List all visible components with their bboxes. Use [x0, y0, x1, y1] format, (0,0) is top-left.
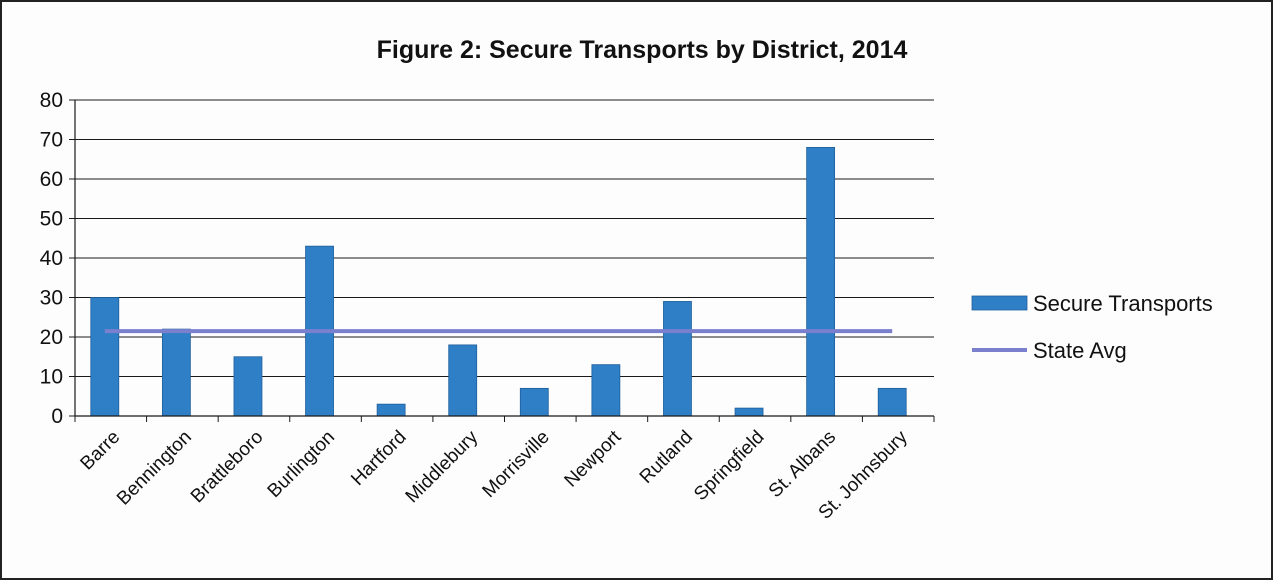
x-tick-label: St. Albans — [765, 427, 840, 502]
bar-rutland — [663, 301, 692, 417]
y-tick-label: 50 — [40, 208, 63, 231]
x-tick-label: Middlebury — [402, 426, 483, 507]
y-tick-label: 70 — [40, 129, 63, 152]
bar-morrisville — [519, 387, 549, 417]
y-tick-label: 0 — [51, 405, 63, 428]
bar-brattleboro — [233, 356, 263, 417]
bar-series — [90, 146, 907, 417]
x-tick-label: Burlington — [264, 427, 339, 502]
bar-st-albans — [806, 146, 836, 417]
y-tick-label: 60 — [40, 168, 63, 191]
bar-hartford — [376, 403, 406, 417]
axes — [69, 99, 935, 422]
legend-label-secure-transports: Secure Transports — [1033, 291, 1213, 316]
x-tick-label: Newport — [561, 426, 626, 491]
legend-swatch-secure-transports — [971, 295, 1028, 311]
x-tick-label: Brattleboro — [187, 427, 268, 508]
y-tick-label: 80 — [40, 89, 63, 112]
x-tick-label: Hartford — [347, 427, 410, 490]
gridlines — [75, 99, 934, 377]
bar-middlebury — [448, 344, 478, 417]
y-tick-labels: 0 10 20 30 40 50 60 70 80 — [40, 89, 63, 428]
x-tick-label: Barre — [77, 427, 125, 475]
chart-title: Figure 2: Secure Transports by District,… — [377, 36, 908, 64]
bar-bennington — [161, 328, 191, 417]
y-tick-label: 20 — [40, 326, 63, 349]
legend: Secure Transports State Avg — [971, 291, 1213, 363]
x-tick-label: Springfield — [690, 427, 768, 505]
y-tick-label: 40 — [40, 247, 63, 270]
legend-label-state-avg: State Avg — [1033, 338, 1127, 363]
x-tick-label: Morrisville — [479, 427, 554, 502]
x-tick-label: Rutland — [636, 427, 697, 488]
bar-springfield — [734, 407, 764, 417]
bar-barre — [90, 297, 120, 417]
bar-st-johnsbury — [877, 387, 907, 417]
bar-newport — [591, 364, 621, 417]
x-tick-label: Bennington — [113, 427, 196, 510]
y-tick-label: 10 — [40, 366, 63, 389]
y-tick-label: 30 — [40, 287, 63, 310]
